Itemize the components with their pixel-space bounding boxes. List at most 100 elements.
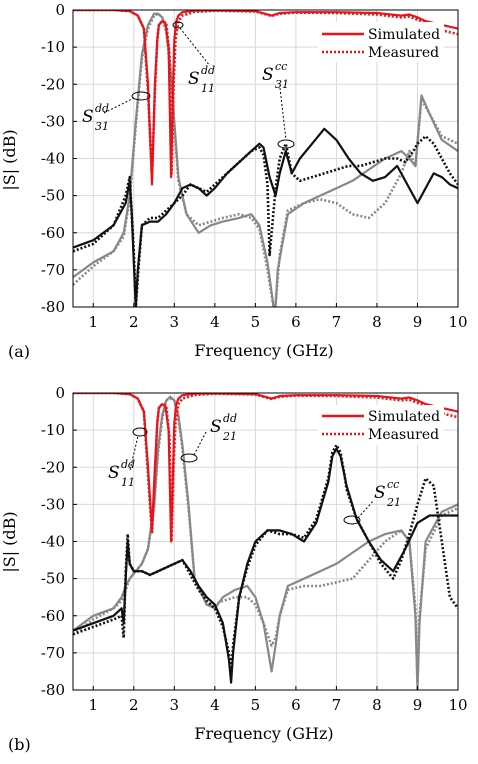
legend-box-b [318, 405, 444, 445]
y-tick-label: -20 [41, 75, 65, 93]
y-tick-label: -30 [41, 112, 65, 130]
y-ticks-b: 0 -10 -20 -30 -40 -50 -60 -70 -80 [41, 384, 77, 699]
x-tick-label: 2 [129, 313, 139, 331]
x-tick-label: 3 [170, 696, 180, 714]
series-group-b [73, 393, 458, 690]
x-tick-label: 9 [413, 696, 423, 714]
legend-measured-label-a: Measured [368, 45, 439, 61]
x-tick-label: 1 [88, 313, 98, 331]
y-tick-label: -60 [41, 224, 65, 242]
x-axis-label-b: Frequency (GHz) [194, 724, 333, 743]
annotation-leader [357, 499, 375, 519]
x-tick-label: 2 [129, 696, 139, 714]
legend-simulated-label-a: Simulated [368, 27, 440, 43]
annotation-leader [279, 87, 287, 141]
annotation-sub: 31 [95, 120, 109, 133]
annotation-sup: dd [223, 412, 237, 425]
annotation-leader [179, 27, 211, 67]
annotation-base: S [108, 463, 120, 483]
y-tick-label: 0 [55, 384, 65, 402]
x-ticks-a: 1 2 3 4 5 6 7 8 9 10 [88, 303, 468, 331]
annotation-sup: dd [121, 458, 135, 471]
series-s11dd-measured-b [73, 393, 458, 543]
annotation-base: S [82, 107, 94, 127]
annotation-base: S [210, 417, 222, 437]
annotation-s11dd-a: S dd 11 [172, 21, 215, 95]
x-tick-label: 8 [372, 696, 382, 714]
x-tick-label: 9 [413, 313, 423, 331]
legend-b: Simulated Measured [318, 405, 444, 445]
panel-label-b: (b) [8, 735, 31, 754]
series-s21cc-measured-b [73, 443, 458, 677]
x-tick-label: 7 [332, 696, 342, 714]
panel-b: 1 2 3 4 5 6 7 8 9 10 0 -10 -20 -30 -40 -50 -60 -70 -80 Fr… [0, 384, 468, 754]
legend-box-a [318, 22, 444, 62]
x-axis-label-a: Frequency (GHz) [194, 341, 333, 360]
y-tick-label: -10 [41, 421, 65, 439]
y-tick-label: -70 [41, 261, 65, 279]
x-tick-label: 5 [251, 313, 261, 331]
annotation-sup: cc [275, 60, 287, 73]
annotation-ellipse [132, 427, 148, 437]
legend-simulated-label-b: Simulated [368, 409, 440, 425]
y-tick-label: -40 [41, 150, 65, 168]
annotation-base: S [188, 69, 200, 89]
x-tick-label: 10 [448, 313, 467, 331]
annotation-sup: dd [201, 64, 215, 77]
annotation-leader [129, 435, 139, 471]
y-tick-label: -30 [41, 495, 65, 513]
y-tick-label: -50 [41, 570, 65, 588]
series-group-a [73, 10, 458, 307]
annotation-leader [103, 97, 135, 114]
y-ticks-a: 0 -10 -20 -30 -40 -50 -60 -70 -80 [41, 1, 77, 316]
annotation-s21cc-b: S cc 21 [343, 478, 401, 525]
annotation-sub: 31 [275, 78, 289, 91]
x-tick-label: 8 [372, 313, 382, 331]
legend-a: Simulated Measured [318, 22, 444, 62]
x-tick-label: 6 [291, 696, 301, 714]
y-axis-label-b: |S| (dB) [0, 511, 19, 572]
annotation-ellipse [180, 453, 198, 463]
legend-measured-label-b: Measured [368, 427, 439, 443]
x-tick-label: 3 [170, 313, 180, 331]
x-tick-label: 4 [210, 313, 220, 331]
y-tick-label: -80 [41, 681, 65, 699]
annotation-s21dd-b: S dd 21 [180, 412, 237, 463]
y-tick-label: -20 [41, 458, 65, 476]
y-tick-label: 0 [55, 1, 65, 19]
annotation-sub: 11 [201, 82, 215, 95]
annotation-s31cc-a: S cc 31 [262, 60, 295, 149]
annotation-sub: 21 [386, 496, 401, 509]
x-tick-label: 4 [210, 696, 220, 714]
series-s11dd-measured-a [73, 10, 458, 179]
annotation-ellipse [343, 515, 361, 525]
annotation-s31dd-a: S dd 31 [82, 91, 151, 133]
annotation-ellipse [277, 139, 295, 149]
annotation-ellipse [172, 21, 184, 29]
series-s21dd-measured-b [73, 397, 458, 684]
y-tick-label: -40 [41, 533, 65, 551]
y-tick-label: -50 [41, 187, 65, 205]
y-tick-label: -10 [41, 38, 65, 56]
annotation-ellipse [131, 91, 151, 101]
x-tick-label: 10 [448, 696, 467, 714]
x-tick-label: 7 [332, 313, 342, 331]
annotation-sub: 21 [222, 430, 237, 443]
x-tick-label: 1 [88, 696, 98, 714]
annotation-s11dd-b: S dd 11 [108, 427, 148, 489]
panel-label-a: (a) [8, 342, 30, 361]
annotation-sub: 11 [121, 476, 135, 489]
annotation-sup: cc [387, 478, 399, 491]
y-tick-label: -60 [41, 607, 65, 625]
annotation-leader [193, 431, 207, 456]
annotation-base: S [262, 65, 274, 85]
series-s31cc-measured-a [73, 134, 458, 307]
y-axis-label-a: |S| (dB) [0, 129, 19, 190]
panel-a: 1 2 3 4 5 6 7 8 9 10 0 -10 -20 -30 -40 -50 -60 -70 -80 Fr… [0, 1, 468, 361]
y-tick-label: -80 [41, 298, 65, 316]
x-ticks-b: 1 2 3 4 5 6 7 8 9 10 [88, 686, 468, 714]
y-tick-label: -70 [41, 644, 65, 662]
annotation-sup: dd [95, 102, 109, 115]
annotation-base: S [374, 483, 386, 503]
